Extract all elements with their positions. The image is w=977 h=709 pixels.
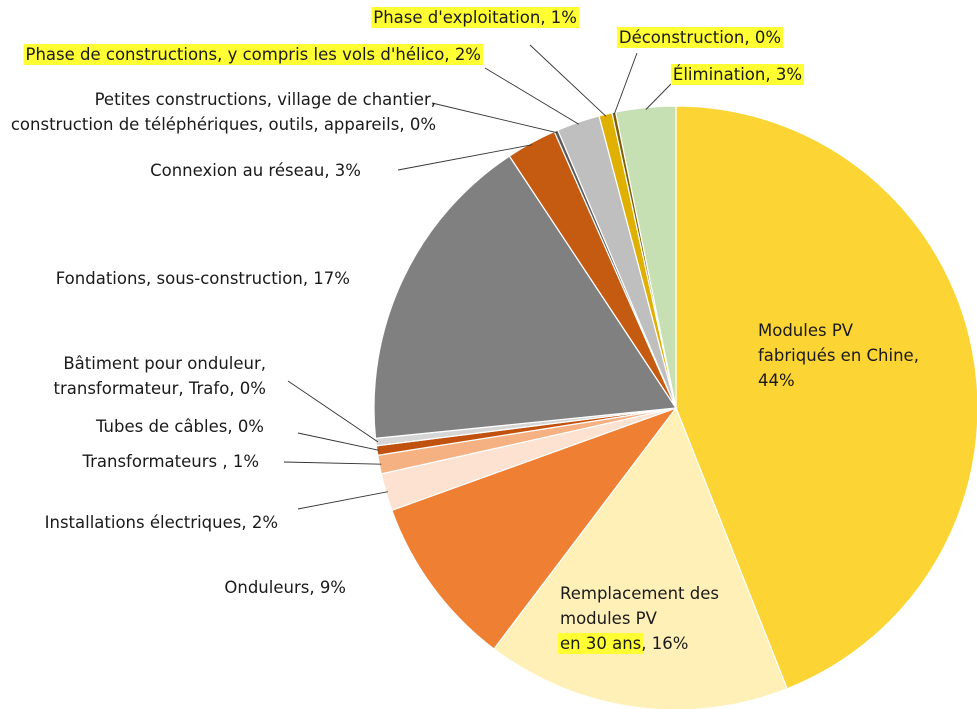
label-phase-exploitation-line-1: Phase d'exploitation, 1% <box>373 8 577 27</box>
label-installations-electriques-line-1: Installations électriques, 2% <box>45 513 278 532</box>
slice-onduleurs <box>391 406 678 650</box>
label-tubes-cables-line-1: Tubes de câbles, 0% <box>95 417 264 436</box>
label-petites-constructions-line-1: Petites constructions, village de chanti… <box>95 90 436 109</box>
label-highlight-elimination <box>670 64 804 85</box>
label-remplacement-modules-line-1: Remplacement des <box>560 584 719 603</box>
pie-slices <box>373 105 977 709</box>
label-remplacement-modules-line-2: modules PV <box>560 609 658 628</box>
leader-line-connexion-reseau <box>397 144 533 171</box>
leader-lines <box>283 44 672 510</box>
label-highlighted-part: en 30 ans <box>560 634 641 653</box>
label-remplacement-modules-line-3: en 30 ans, 16% <box>560 634 688 653</box>
label-phase-constructions-line-1: Phase de constructions, y compris les vo… <box>26 45 482 64</box>
label-petites-constructions-line-2: construction de téléphériques, outils, a… <box>11 115 436 134</box>
leader-line-installations-electriques <box>297 491 388 510</box>
label-rest-part: , 16% <box>641 634 688 653</box>
leader-line-deconstruction <box>613 52 638 115</box>
label-modules-pv-chine-line-2: fabriqués en Chine, <box>758 346 919 365</box>
slice-modules-pv-chine <box>675 105 977 690</box>
label-modules-pv-chine-line-1: Modules PV <box>758 321 854 340</box>
label-batiment-onduleur-line-1: Bâtiment pour onduleur, <box>63 354 266 373</box>
label-highlight-phase-constructions <box>23 44 483 65</box>
leader-line-phase-constructions <box>484 67 580 125</box>
slice-fondations <box>373 155 678 439</box>
slice-labels: Modules PV fabriqués en Chine, 44% Remplace… <box>11 7 919 654</box>
label-connexion-reseau-line-1: Connexion au réseau, 3% <box>150 161 361 180</box>
label-highlight-deconstruction <box>616 27 783 48</box>
label-highlight-remplacement-modules <box>558 633 644 654</box>
label-elimination-line-1: Élimination, 3% <box>673 65 802 84</box>
leader-line-elimination <box>645 83 672 110</box>
slice-elimination <box>614 105 677 409</box>
label-batiment-onduleur-line-2: transformateur, Trafo, 0% <box>54 379 266 398</box>
label-fondations-line-1: Fondations, sous-construction, 17% <box>56 269 350 288</box>
leader-line-batiment-onduleur <box>287 380 379 443</box>
leader-line-petites-constructions <box>431 102 558 134</box>
label-modules-pv-chine-line-3: 44% <box>758 371 795 390</box>
leader-line-transformateurs <box>283 461 382 465</box>
label-transformateurs-line-1: Transformateurs , 1% <box>81 452 259 471</box>
label-deconstruction-line-1: Déconstruction, 0% <box>619 28 781 47</box>
leader-line-tubes-cables <box>297 432 380 451</box>
label-highlight-phase-exploitation <box>371 7 580 28</box>
leader-line-phase-exploitation <box>529 44 607 117</box>
label-onduleurs-line-1: Onduleurs, 9% <box>224 578 346 597</box>
